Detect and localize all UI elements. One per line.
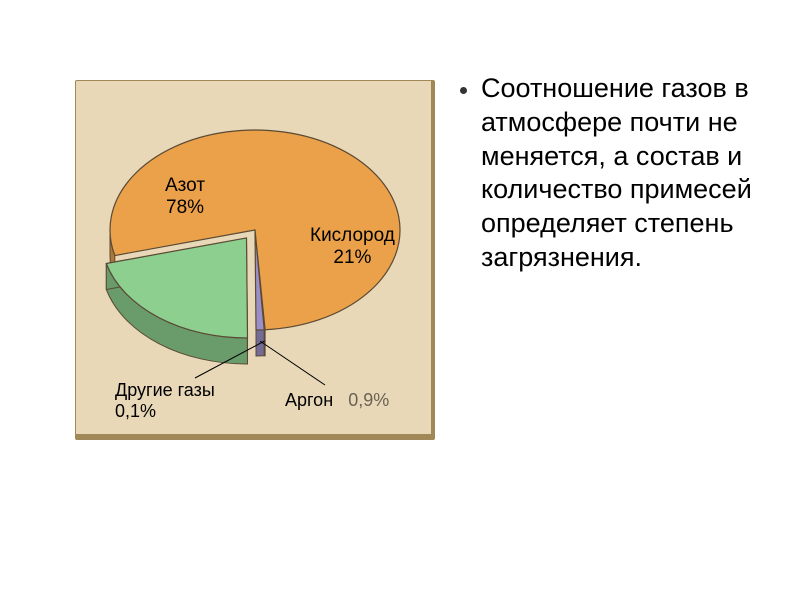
slice-name-argon: Аргон <box>285 390 333 410</box>
slice-value-nitrogen: 78% <box>166 197 204 218</box>
slice-label-nitrogen: Азот 78% <box>165 175 205 219</box>
body-text-area: Соотношение газов в атмосфере почти не м… <box>460 72 790 275</box>
slice-name-other: Другие газы <box>115 380 215 400</box>
slice-label-oxygen: Кислород 21% <box>310 225 395 269</box>
bullet-text: Соотношение газов в атмосфере почти не м… <box>481 72 790 275</box>
bullet-icon <box>460 87 467 94</box>
slice-value-other: 0,1% <box>115 401 156 421</box>
stage: Азот 78% Кислород 21% Другие газы 0,1% А… <box>0 0 800 600</box>
slice-name-nitrogen: Азот <box>165 175 205 196</box>
slice-value-oxygen: 21% <box>333 247 371 268</box>
slice-label-argon: Аргон 0,9% <box>285 390 389 411</box>
slice-value-argon: 0,9% <box>348 390 389 410</box>
pie-chart: Азот 78% Кислород 21% Другие газы 0,1% А… <box>75 80 435 440</box>
slice-name-oxygen: Кислород <box>310 225 395 246</box>
bullet-line: Соотношение газов в атмосфере почти не м… <box>460 72 790 275</box>
slice-label-other: Другие газы 0,1% <box>115 380 215 422</box>
